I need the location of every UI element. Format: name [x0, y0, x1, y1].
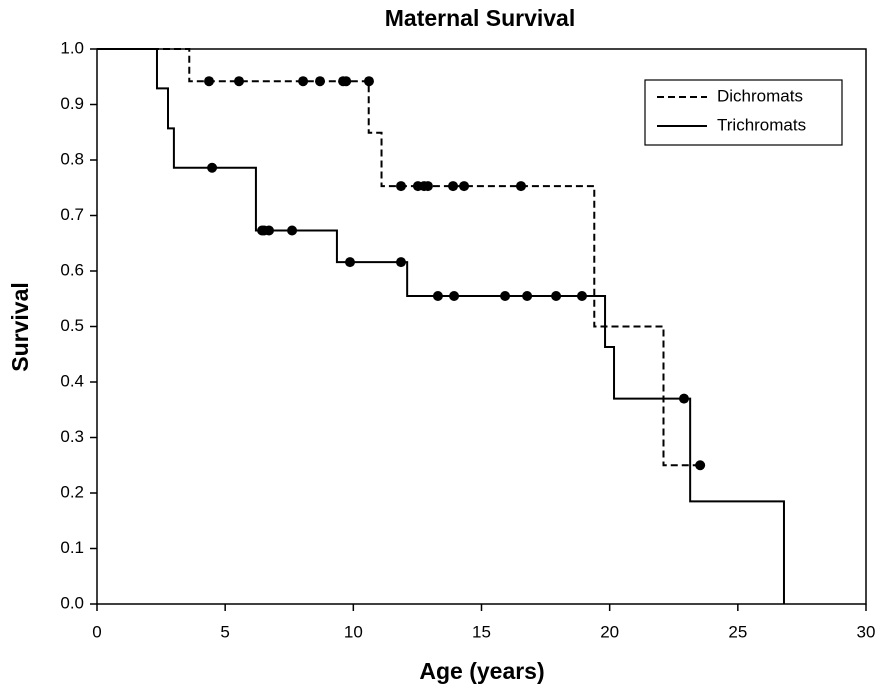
censor-mark: [341, 76, 352, 87]
x-tick-label: 20: [600, 622, 619, 641]
x-tick-label: 25: [728, 622, 747, 641]
censor-mark: [207, 162, 218, 173]
censor-mark: [263, 225, 274, 236]
x-tick-label: 15: [472, 622, 491, 641]
censor-mark: [679, 393, 690, 404]
y-tick-label: 0.8: [60, 149, 84, 168]
censor-mark: [234, 76, 245, 87]
y-tick-label: 0.4: [60, 371, 84, 390]
censor-mark: [422, 181, 433, 192]
y-tick-label: 0.1: [60, 538, 84, 557]
y-tick-label: 0.0: [60, 593, 84, 612]
censor-mark: [515, 181, 526, 192]
censor-mark: [287, 225, 298, 236]
chart-title: Maternal Survival: [385, 5, 575, 31]
y-tick-label: 1.0: [60, 38, 84, 57]
y-tick-label: 0.2: [60, 482, 84, 501]
y-tick-label: 0.9: [60, 94, 84, 113]
legend-label: Dichromats: [717, 86, 803, 105]
censor-mark: [522, 290, 533, 301]
plot-frame: [96, 48, 867, 605]
y-tick-label: 0.5: [60, 316, 84, 335]
censor-mark: [315, 76, 326, 87]
x-tick-label: 10: [344, 622, 363, 641]
censor-mark: [345, 257, 356, 268]
survival-curve: [97, 48, 700, 467]
censor-mark: [396, 181, 407, 192]
censor-mark: [459, 181, 470, 192]
censor-mark: [396, 257, 407, 268]
censor-mark: [204, 76, 215, 87]
censor-mark: [551, 290, 562, 301]
y-tick-label: 0.7: [60, 205, 84, 224]
y-tick-label: 0.3: [60, 427, 84, 446]
x-axis-label: Age (years): [419, 658, 544, 684]
x-tick-label: 0: [92, 622, 101, 641]
censor-mark: [363, 76, 374, 87]
legend-label: Trichromats: [717, 115, 806, 134]
censor-mark: [500, 290, 511, 301]
censor-mark: [449, 290, 460, 301]
censor-mark: [576, 290, 587, 301]
censor-mark: [695, 460, 706, 471]
legend-box: [644, 79, 843, 146]
censor-mark: [432, 290, 443, 301]
y-axis-label: Survival: [7, 282, 33, 372]
censor-mark: [298, 76, 309, 87]
x-tick-label: 30: [857, 622, 876, 641]
survival-curve: [97, 48, 785, 604]
censor-mark: [448, 181, 459, 192]
x-tick-label: 5: [220, 622, 229, 641]
y-tick-label: 0.6: [60, 260, 84, 279]
